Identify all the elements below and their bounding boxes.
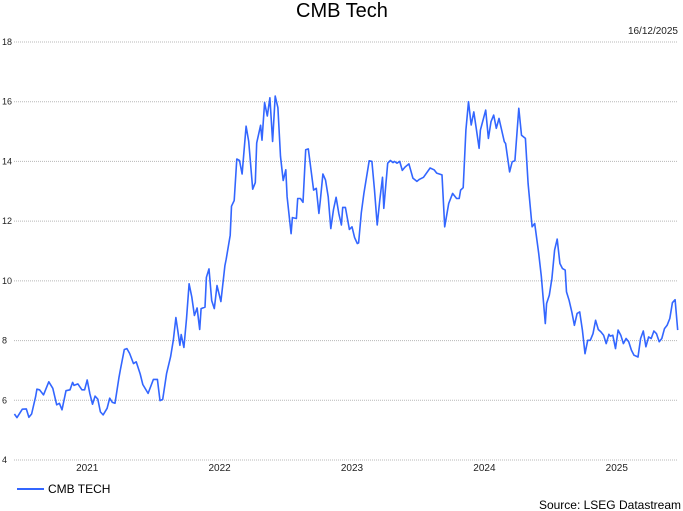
y-tick-label: 16 — [2, 97, 12, 107]
y-gridlines — [14, 41, 678, 461]
x-axis: 2021 2022 2023 2024 2025 — [76, 463, 628, 474]
source-note: Source: LSEG Datastream — [539, 498, 681, 511]
x-tick-label: 2022 — [208, 463, 231, 474]
y-tick-label: 6 — [2, 395, 7, 405]
x-tick-label: 2023 — [341, 463, 364, 474]
series-line-cmb-tech — [13, 95, 679, 419]
x-tick-label: 2021 — [76, 463, 99, 474]
y-axis: 4 6 8 10 12 14 16 18 — [2, 37, 12, 465]
y-tick-label: 8 — [2, 336, 7, 346]
y-tick-label: 14 — [2, 156, 12, 166]
chart-title: CMB Tech — [296, 0, 388, 22]
date-label: 16/12/2025 — [628, 26, 678, 37]
legend: CMB TECH — [17, 482, 110, 496]
legend-label: CMB TECH — [48, 482, 110, 496]
y-tick-label: 18 — [2, 37, 12, 47]
y-tick-label: 10 — [2, 276, 12, 286]
y-tick-label: 12 — [2, 216, 12, 226]
y-tick-label: 4 — [2, 455, 7, 465]
series-lines — [13, 95, 679, 419]
x-tick-label: 2025 — [606, 463, 629, 474]
x-tick-label: 2024 — [473, 463, 496, 474]
